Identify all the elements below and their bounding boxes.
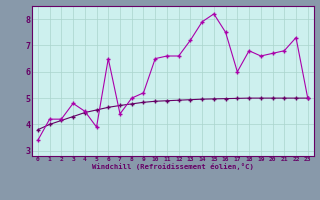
X-axis label: Windchill (Refroidissement éolien,°C): Windchill (Refroidissement éolien,°C) [92,163,254,170]
